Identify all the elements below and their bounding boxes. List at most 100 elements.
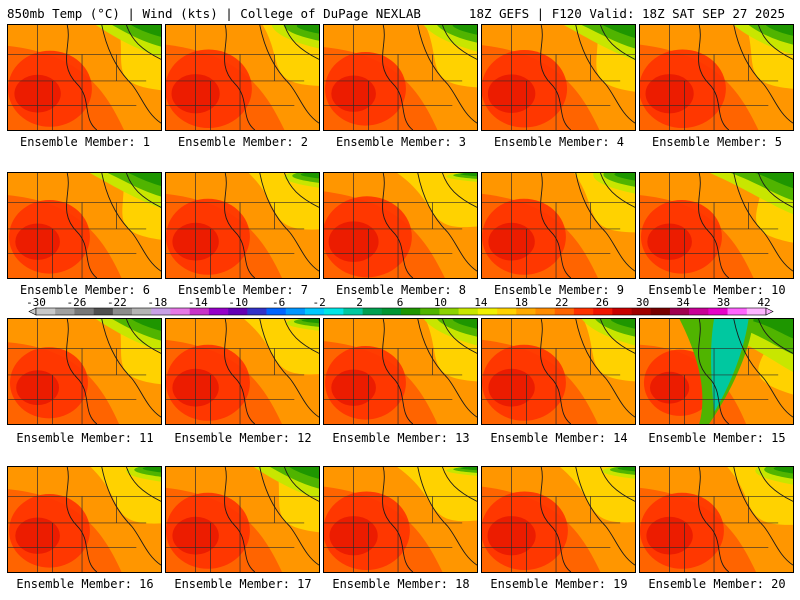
colorbar-tick-label: 38 bbox=[717, 296, 730, 309]
ensemble-map-panel bbox=[165, 318, 320, 425]
ensemble-member-label: Ensemble Member: 9 bbox=[493, 283, 625, 297]
ensemble-map-panel bbox=[165, 172, 320, 279]
colorbar-swatch bbox=[266, 308, 287, 315]
colorbar-low-arrow bbox=[28, 307, 37, 316]
colorbar-tick-label: 42 bbox=[757, 296, 770, 309]
ensemble-member-label: Ensemble Member: 4 bbox=[493, 135, 625, 149]
colorbar-swatch bbox=[112, 308, 133, 315]
ensemble-map-panel bbox=[7, 318, 162, 425]
ensemble-member-label: Ensemble Member: 18 bbox=[332, 577, 470, 591]
colorbar-tick-label: 34 bbox=[676, 296, 690, 309]
ensemble-member-label: Ensemble Member: 15 bbox=[648, 431, 786, 445]
colorbar-tick-label: -26 bbox=[67, 296, 87, 309]
ensemble-member-label: Ensemble Member: 11 bbox=[16, 431, 154, 445]
colorbar-swatch bbox=[55, 308, 75, 315]
colorbar-high-arrow bbox=[765, 307, 774, 316]
colorbar-swatch bbox=[573, 308, 594, 315]
colorbar-tick-label: -22 bbox=[107, 296, 127, 309]
colorbar-swatch bbox=[477, 308, 498, 315]
ensemble-map-panel bbox=[323, 318, 478, 425]
ensemble-map-panel bbox=[639, 24, 794, 131]
colorbar-tick-label: 2 bbox=[356, 296, 363, 309]
colorbar-tick-label: -30 bbox=[26, 296, 46, 309]
ensemble-member-label: Ensemble Member: 6 bbox=[19, 283, 151, 297]
colorbar-swatch bbox=[439, 308, 459, 315]
colorbar-tick-label: 26 bbox=[596, 296, 609, 309]
ensemble-map-panel bbox=[481, 24, 636, 131]
colorbar-swatch bbox=[401, 308, 421, 315]
colorbar-swatch bbox=[93, 308, 114, 315]
colorbar-swatch bbox=[708, 308, 728, 315]
ensemble-map-panel bbox=[165, 466, 320, 573]
colorbar-tick-label: -18 bbox=[147, 296, 167, 309]
colorbar-swatch bbox=[689, 308, 709, 315]
colorbar-swatch bbox=[189, 308, 210, 315]
ensemble-member-label: Ensemble Member: 7 bbox=[177, 283, 309, 297]
colorbar-tick-label: 30 bbox=[636, 296, 649, 309]
ensemble-member-label: Ensemble Member: 17 bbox=[174, 577, 312, 591]
colorbar-swatch bbox=[343, 308, 363, 315]
ensemble-map-panel bbox=[481, 318, 636, 425]
colorbar-swatch bbox=[535, 308, 555, 315]
colorbar-tick-label: -6 bbox=[272, 296, 285, 309]
ensemble-member-label: Ensemble Member: 12 bbox=[174, 431, 312, 445]
colorbar-tick-label: -2 bbox=[312, 296, 325, 309]
model-valid-time: 18Z GEFS | F120 Valid: 18Z SAT SEP 27 20… bbox=[468, 6, 785, 21]
ensemble-member-label: Ensemble Member: 5 bbox=[651, 135, 783, 149]
ensemble-member-label: Ensemble Member: 1 bbox=[19, 135, 151, 149]
colorbar-tick-label: 10 bbox=[434, 296, 447, 309]
ensemble-map-panel bbox=[323, 24, 478, 131]
ensemble-map-panel bbox=[165, 24, 320, 131]
ensemble-map-panel bbox=[323, 466, 478, 573]
ensemble-member-label: Ensemble Member: 14 bbox=[490, 431, 628, 445]
ensemble-map-panel bbox=[639, 318, 794, 425]
colorbar-swatch bbox=[36, 308, 56, 315]
colorbar-swatch bbox=[247, 308, 267, 315]
map-title: 850mb Temp (°C) | Wind (kts) | College o… bbox=[7, 6, 421, 21]
temperature-colorbar: -30 -26 -22 -18 -14 -10 -6 -2 2 6 10 14 18 22 26 30 34 38… bbox=[26, 296, 774, 316]
colorbar-tick-label: -14 bbox=[188, 296, 208, 309]
colorbar-swatch bbox=[593, 308, 613, 315]
ensemble-member-label: Ensemble Member: 8 bbox=[335, 283, 467, 297]
colorbar-tick-label: 22 bbox=[555, 296, 568, 309]
colorbar-tick-label: -10 bbox=[228, 296, 248, 309]
colorbar-swatch bbox=[650, 308, 671, 315]
colorbar-swatch bbox=[304, 308, 325, 315]
ensemble-member-label: Ensemble Member: 16 bbox=[16, 577, 154, 591]
ensemble-map-panel bbox=[639, 466, 794, 573]
colorbar-swatch bbox=[132, 308, 152, 315]
colorbar-swatch bbox=[631, 308, 652, 315]
ensemble-member-label: Ensemble Member: 2 bbox=[177, 135, 309, 149]
colorbar-swatch bbox=[362, 308, 383, 315]
colorbar-swatch bbox=[554, 308, 575, 315]
ensemble-map-panel bbox=[323, 172, 478, 279]
ensemble-map-panel bbox=[7, 24, 162, 131]
ensemble-member-label: Ensemble Member: 13 bbox=[332, 431, 470, 445]
ensemble-map-panel bbox=[481, 172, 636, 279]
colorbar-swatch bbox=[228, 308, 248, 315]
ensemble-map-panel bbox=[7, 466, 162, 573]
colorbar-swatch bbox=[458, 308, 479, 315]
colorbar-swatch bbox=[497, 308, 517, 315]
colorbar-swatch bbox=[170, 308, 190, 315]
colorbar-swatch bbox=[74, 308, 94, 315]
colorbar-swatch bbox=[208, 308, 229, 315]
colorbar-swatch bbox=[516, 308, 536, 315]
ensemble-member-label: Ensemble Member: 20 bbox=[648, 577, 786, 591]
colorbar-swatch bbox=[285, 308, 306, 315]
ensemble-map-panel bbox=[481, 466, 636, 573]
colorbar-swatch bbox=[420, 308, 440, 315]
ensemble-member-label: Ensemble Member: 19 bbox=[490, 577, 628, 591]
colorbar-tick-label: 18 bbox=[515, 296, 528, 309]
ensemble-map-panel bbox=[639, 172, 794, 279]
colorbar-swatch bbox=[746, 308, 767, 315]
colorbar-swatch bbox=[612, 308, 632, 315]
colorbar-swatch bbox=[727, 308, 748, 315]
ensemble-member-label: Ensemble Member: 10 bbox=[648, 283, 786, 297]
ensemble-map-panel bbox=[7, 172, 162, 279]
colorbar-tick-label: 6 bbox=[397, 296, 404, 309]
colorbar-swatch bbox=[151, 308, 171, 315]
ensemble-member-label: Ensemble Member: 3 bbox=[335, 135, 467, 149]
colorbar-swatch bbox=[324, 308, 344, 315]
colorbar-tick-label: 14 bbox=[474, 296, 488, 309]
